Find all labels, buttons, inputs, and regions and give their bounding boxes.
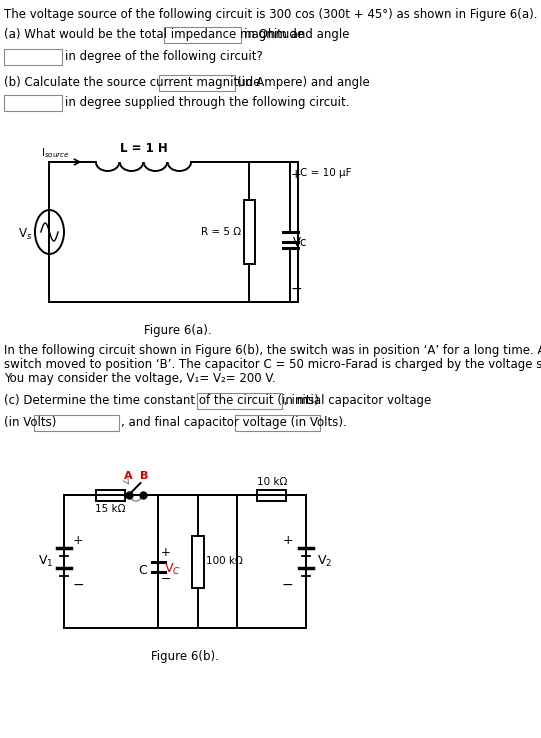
Text: Figure 6(b).: Figure 6(b). xyxy=(151,650,219,663)
Bar xyxy=(258,489,286,500)
Text: , initial capacitor voltage: , initial capacitor voltage xyxy=(283,394,431,407)
Text: in degree of the following circuit?: in degree of the following circuit? xyxy=(64,50,262,63)
Text: V$_1$: V$_1$ xyxy=(38,554,54,569)
Text: V$_s$: V$_s$ xyxy=(18,227,32,241)
Text: L = 1 H: L = 1 H xyxy=(120,142,167,155)
Text: C = 10 μF: C = 10 μF xyxy=(300,168,352,178)
Text: R = 5 Ω: R = 5 Ω xyxy=(201,227,241,237)
Text: −: − xyxy=(72,578,84,591)
Text: 15 kΩ: 15 kΩ xyxy=(95,504,126,514)
Text: −: − xyxy=(281,578,293,591)
Text: +: + xyxy=(72,534,83,547)
Text: I$_{source}$: I$_{source}$ xyxy=(41,146,70,160)
Bar xyxy=(163,27,241,43)
Text: The voltage source of the following circuit is 300 cos (300t + 45°) as shown in : The voltage source of the following circ… xyxy=(4,8,537,21)
Bar xyxy=(244,200,255,264)
Text: +: + xyxy=(160,547,170,559)
Text: Vc: Vc xyxy=(293,235,307,249)
Text: , and final capacitor voltage (in Volts).: , and final capacitor voltage (in Volts)… xyxy=(121,416,346,429)
Bar xyxy=(4,49,62,65)
Text: (c) Determine the time constant of the circuit (in ms): (c) Determine the time constant of the c… xyxy=(4,394,319,407)
Text: +: + xyxy=(291,168,301,181)
Bar xyxy=(96,489,126,500)
Bar xyxy=(159,75,235,91)
Text: B: B xyxy=(140,471,148,481)
Text: You may consider the voltage, V₁= V₂= 200 V.: You may consider the voltage, V₁= V₂= 20… xyxy=(4,372,275,385)
Text: (in Ampere) and angle: (in Ampere) and angle xyxy=(237,76,370,89)
Bar xyxy=(4,95,62,111)
Text: V$_2$: V$_2$ xyxy=(316,554,332,569)
Bar xyxy=(197,393,282,409)
Text: V$_C$: V$_C$ xyxy=(164,562,181,577)
Text: −: − xyxy=(291,282,302,296)
Bar xyxy=(34,415,118,431)
Text: in degree supplied through the following circuit.: in degree supplied through the following… xyxy=(64,96,349,109)
Text: Figure 6(a).: Figure 6(a). xyxy=(144,324,212,337)
Text: in Ohm and angle: in Ohm and angle xyxy=(244,28,349,41)
Text: In the following circuit shown in Figure 6(b), the switch was in position ‘A’ fo: In the following circuit shown in Figure… xyxy=(4,344,541,357)
Text: −: − xyxy=(160,573,171,585)
Text: 10 kΩ: 10 kΩ xyxy=(256,477,287,486)
Text: +: + xyxy=(282,534,293,547)
Text: (b) Calculate the source current magnitude: (b) Calculate the source current magnitu… xyxy=(4,76,260,89)
Text: switch moved to position ‘B’. The capacitor C = 50 micro-Farad is charged by the: switch moved to position ‘B’. The capaci… xyxy=(4,358,541,371)
Text: (a) What would be the total impedance magnitude: (a) What would be the total impedance ma… xyxy=(4,28,304,41)
Text: 100 kΩ: 100 kΩ xyxy=(206,556,243,567)
Text: (in Volts): (in Volts) xyxy=(4,416,56,429)
Bar xyxy=(235,415,320,431)
Text: C: C xyxy=(138,564,147,577)
Bar xyxy=(192,536,204,587)
Text: A: A xyxy=(124,471,133,481)
